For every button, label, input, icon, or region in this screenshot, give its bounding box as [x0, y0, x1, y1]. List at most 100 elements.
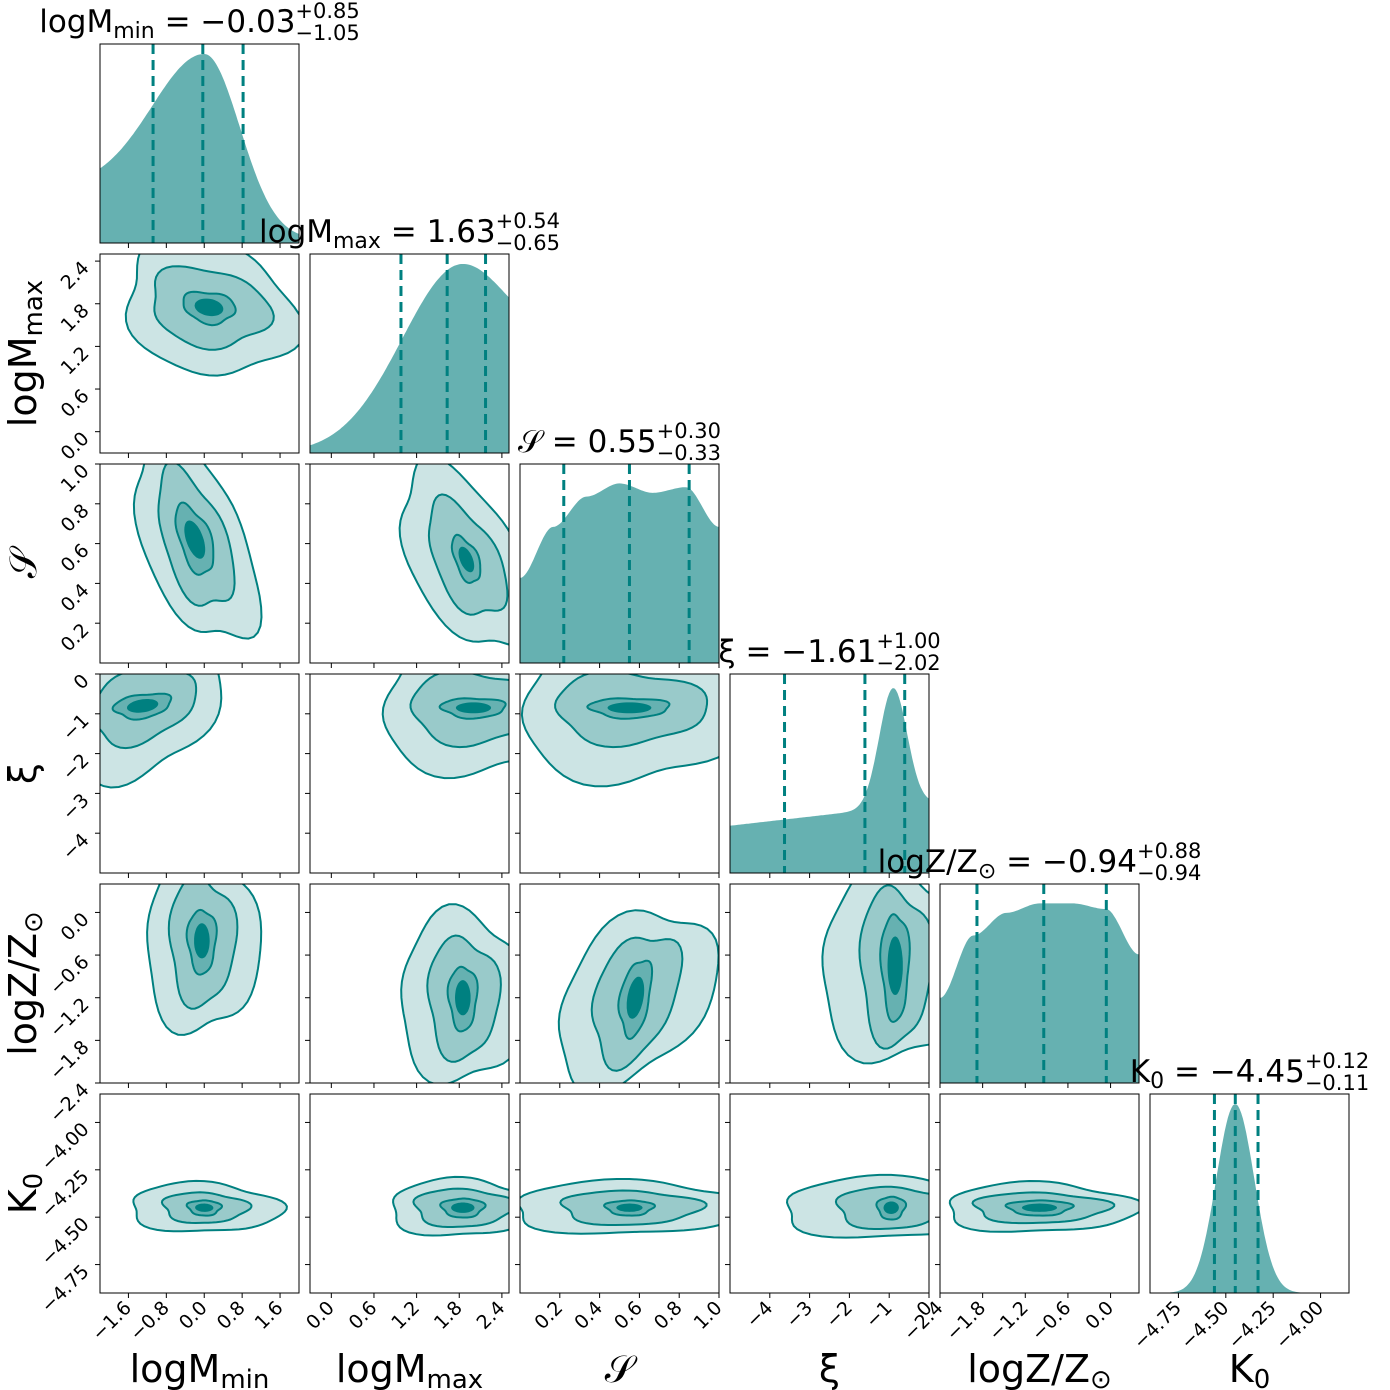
title-minus-error-logZ: −0.94 — [1137, 861, 1201, 885]
x-axis-label-logMmin: logMmin — [130, 1347, 270, 1390]
contour-core — [194, 298, 224, 317]
x-tick-label: −4.50 — [1177, 1297, 1234, 1354]
panel-frame — [519, 1093, 720, 1294]
x-tick-label: −1.6 — [88, 1297, 136, 1345]
contour-core — [887, 936, 903, 995]
x-axis-label-xi: ξ — [819, 1347, 840, 1390]
y-tick-label: 1.0 — [57, 460, 94, 497]
title-symbol: logZ/Z — [878, 844, 978, 880]
panel-logMmin-logMmin — [99, 43, 300, 248]
title-xi: ξ = −1.61+1.00 — [718, 629, 940, 670]
y-axis-label-subscript: max — [19, 280, 49, 337]
panel-S-logZ — [515, 883, 720, 1088]
panel-frame — [1149, 1093, 1350, 1294]
panel-logMmax-S — [305, 463, 510, 668]
x-tick-label: −4.00 — [1271, 1297, 1328, 1354]
panel-logMmin-S — [95, 463, 300, 668]
x-axis-label-K0: K0 — [1229, 1347, 1270, 1390]
panel-frame — [99, 883, 300, 1084]
title-value: = 1.63 — [381, 214, 496, 250]
x-tick-label: −2.4 — [899, 1297, 947, 1345]
title-plus-error: +1.00 — [876, 629, 940, 653]
title-subscript: max — [333, 229, 381, 254]
marginal-density-logMmin — [100, 54, 299, 243]
panel-frame — [519, 463, 720, 664]
y-tick-label: 0.6 — [57, 385, 94, 422]
y-axis-label-S: 𝒮 — [1, 545, 45, 578]
x-tick-label: 1.8 — [430, 1297, 467, 1334]
y-axis-label-subscript: 0 — [19, 1173, 49, 1190]
x-tick-label: 0.6 — [345, 1297, 382, 1334]
panel-frame — [99, 253, 300, 454]
panel-xi-xi — [729, 673, 930, 878]
title-symbol: 𝒮 — [518, 424, 545, 460]
title-value: = −0.03 — [155, 4, 296, 40]
panel-xi-logZ — [725, 883, 930, 1088]
x-tick-label: −4 — [742, 1297, 777, 1332]
panel-frame — [939, 883, 1140, 1084]
y-tick-label: −3 — [58, 789, 93, 824]
panel-K0-K0 — [1149, 1093, 1350, 1298]
x-tick-label: 0.4 — [570, 1297, 607, 1334]
title-subscript: 0 — [1150, 1069, 1164, 1094]
x-tick-label: −2 — [822, 1297, 857, 1332]
title-logMmin: logMmin = −0.03+0.85 — [39, 0, 360, 44]
x-axis-label-logMmax: logMmax — [336, 1347, 483, 1390]
panel-logMmin-K0 — [95, 1093, 300, 1298]
y-tick-label: 0.0 — [57, 908, 94, 945]
y-tick-label: 0.6 — [57, 540, 94, 577]
x-tick-label: −4.75 — [1129, 1297, 1186, 1354]
y-tick-label: −4.50 — [37, 1213, 94, 1270]
marginal-density-K0 — [1150, 1104, 1349, 1293]
panel-xi-K0 — [725, 1093, 930, 1298]
panel-S-S — [519, 463, 720, 668]
contour-core — [1021, 1203, 1058, 1212]
panel-logMmin-logZ — [95, 883, 300, 1088]
title-minus-error-S: −0.33 — [657, 441, 721, 465]
y-axis-label-K0: K0 — [1, 1173, 49, 1214]
y-tick-label: −1.8 — [45, 1036, 93, 1084]
x-tick-label: 0.0 — [175, 1297, 212, 1334]
y-tick-label: 0.0 — [57, 428, 94, 465]
panel-frame — [309, 253, 510, 454]
panel-frame — [519, 673, 720, 874]
y-tick-label: 0.2 — [57, 619, 94, 656]
title-minus-error-xi: −2.02 — [876, 651, 940, 675]
y-tick-label: 2.4 — [57, 257, 94, 294]
y-tick-label: −2.4 — [45, 1079, 93, 1127]
x-tick-label: 1.6 — [251, 1297, 288, 1334]
y-tick-label: 0.4 — [57, 579, 94, 616]
contour-core — [616, 1203, 643, 1212]
title-value: = −0.94 — [996, 844, 1137, 880]
x-tick-label: −1 — [861, 1297, 896, 1332]
x-tick-label: −1.8 — [942, 1297, 990, 1345]
x-axis-label-subscript: min — [220, 1365, 269, 1390]
x-tick-label: 0.8 — [650, 1297, 687, 1334]
title-symbol: K — [1130, 1054, 1151, 1090]
panel-frame — [99, 463, 300, 664]
title-logZ: logZ/Z⊙ = −0.94+0.88 — [878, 839, 1202, 884]
x-tick-label: −0.6 — [1027, 1297, 1075, 1345]
title-value: = 0.55 — [542, 424, 657, 460]
panel-frame — [729, 883, 930, 1084]
panel-S-K0 — [515, 1093, 720, 1298]
title-minus-error-K0: −0.11 — [1305, 1071, 1369, 1095]
panel-logMmax-K0 — [305, 1093, 510, 1298]
y-tick-label: −1 — [58, 710, 93, 745]
y-tick-label: 0 — [69, 670, 93, 694]
contour-core — [195, 1203, 214, 1212]
contour-core — [607, 702, 652, 714]
x-axis-label-subscript: ⊙ — [1090, 1365, 1112, 1390]
contour-core — [883, 1201, 899, 1214]
title-K0: K0 = −4.45+0.12 — [1130, 1049, 1369, 1094]
x-tick-label: −4.25 — [1224, 1297, 1281, 1354]
panel-logMmax-logZ — [305, 883, 510, 1088]
title-subscript: ⊙ — [978, 859, 996, 884]
x-tick-label: 1.0 — [690, 1297, 727, 1334]
panel-frame — [99, 1093, 300, 1294]
y-tick-label: −0.6 — [45, 951, 93, 999]
x-tick-label: −0.8 — [126, 1297, 174, 1345]
panel-logMmax-xi — [305, 673, 510, 878]
y-tick-label: −2 — [58, 750, 93, 785]
